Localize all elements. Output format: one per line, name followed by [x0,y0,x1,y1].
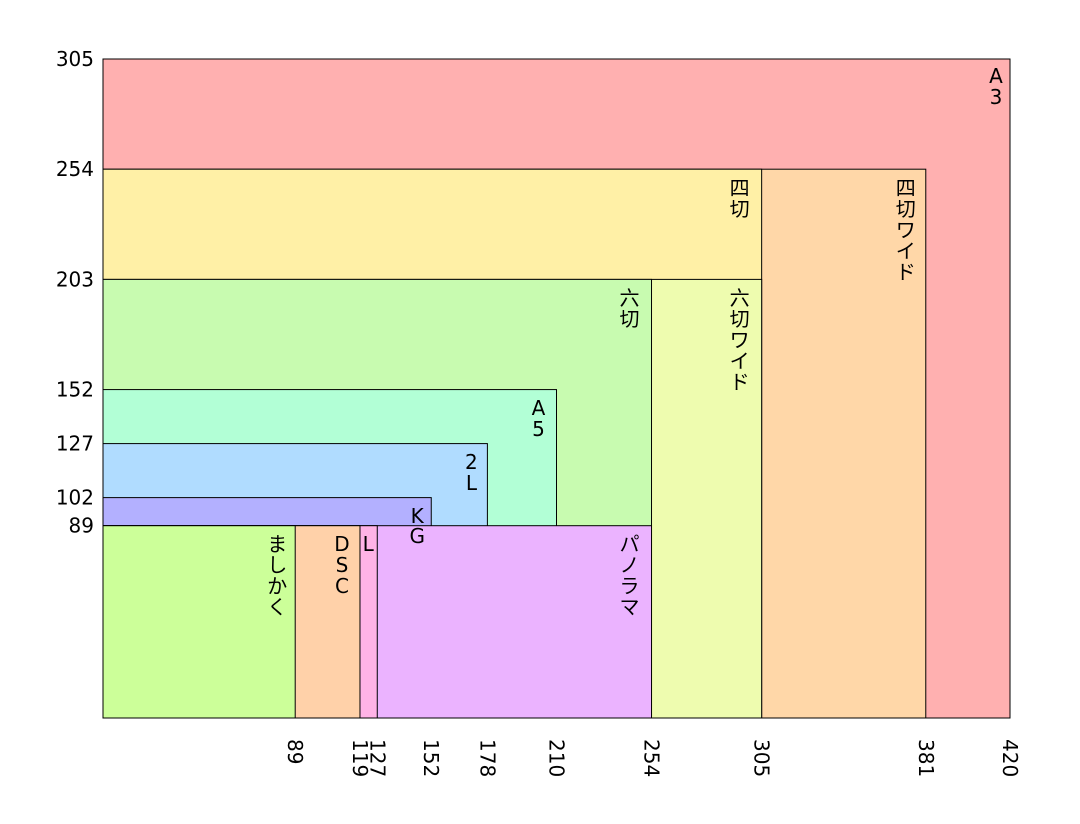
x-tick-label: 254 [640,739,664,777]
y-tick-label: 254 [56,157,94,181]
size-label-yotsugiri-wide: 四切ワイド [896,176,916,284]
x-tick-label: 127 [365,739,389,777]
size-label-mashikaku: ましかく [267,532,287,619]
size-label-mutsugiri: 六切 [620,286,640,331]
size-label-l: L [363,532,375,556]
size-rectangles [102,58,1011,719]
size-label-panorama: パノラマ [620,532,640,619]
y-tick-label: 152 [56,378,94,402]
size-rect-mashikaku [102,525,296,719]
y-tick-label: 89 [69,514,94,538]
x-tick-label: 119 [348,739,372,777]
y-tick-label: 102 [56,486,94,510]
x-tick-label: 152 [419,739,443,777]
y-tick-label: 305 [56,47,94,71]
y-tick-label: 127 [56,432,94,456]
y-tick-label: 203 [56,267,94,291]
x-tick-label: 305 [750,739,774,777]
x-tick-label: 210 [545,739,569,777]
x-tick-label: 178 [475,739,499,777]
x-tick-label: 89 [283,739,307,764]
x-tick-label: 420 [998,739,1022,777]
size-label-yotsugiri: 四切 [730,176,750,221]
x-tick-label: 381 [914,739,938,777]
y-axis-tick-labels: 305 254 203 152 127 102 89 [56,47,94,538]
size-label-mutsugiri-wide: 六切ワイド [730,286,750,394]
